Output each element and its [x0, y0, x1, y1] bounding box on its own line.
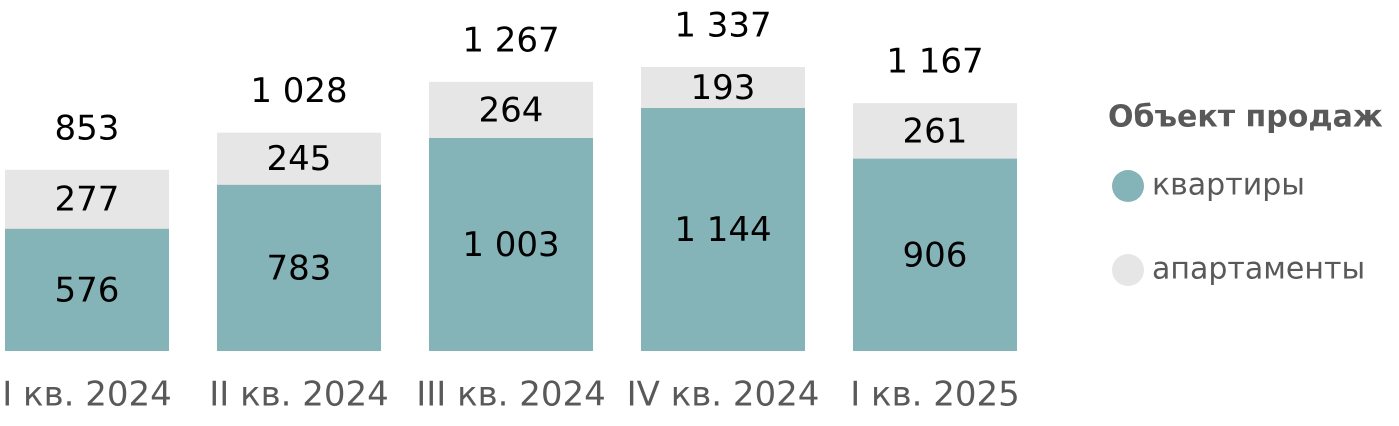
bar-segment [217, 184, 381, 351]
bar-segment [217, 132, 381, 185]
total-label: 1 028 [250, 71, 347, 111]
total-label: 1 167 [886, 42, 983, 82]
bar-segment [641, 108, 805, 351]
total-label: 1 267 [462, 20, 559, 60]
bar-segment [5, 228, 169, 351]
legend-marker [1112, 170, 1144, 202]
total-label: 1 337 [674, 6, 771, 46]
value-label: 783 [267, 248, 332, 288]
value-label: 277 [55, 180, 120, 220]
x-tick-label: II кв. 2024 [209, 375, 389, 415]
value-label: 261 [903, 111, 968, 151]
legend-label: апартаменты [1152, 252, 1365, 287]
value-label: 576 [55, 270, 120, 310]
legend-title: Объект продаж [1108, 100, 1383, 135]
value-label: 264 [479, 90, 544, 130]
value-label: 193 [691, 68, 756, 108]
legend-marker [1112, 254, 1144, 286]
bar-segment [853, 103, 1017, 159]
bar-segment [429, 137, 593, 351]
x-tick-label: I кв. 2025 [850, 375, 1020, 415]
bar-segment [641, 67, 805, 109]
value-label: 1 003 [462, 225, 559, 265]
bar-segment [5, 169, 169, 229]
x-tick-label: I кв. 2024 [2, 375, 172, 415]
legend-label: квартиры [1152, 168, 1305, 203]
value-label: 1 144 [674, 210, 771, 250]
total-label: 853 [55, 108, 120, 148]
bar-segment [853, 158, 1017, 351]
bar-segment [429, 81, 593, 138]
value-label: 906 [903, 235, 968, 275]
x-tick-label: III кв. 2024 [416, 375, 606, 415]
value-label: 245 [267, 139, 332, 179]
x-tick-label: IV кв. 2024 [627, 375, 820, 415]
